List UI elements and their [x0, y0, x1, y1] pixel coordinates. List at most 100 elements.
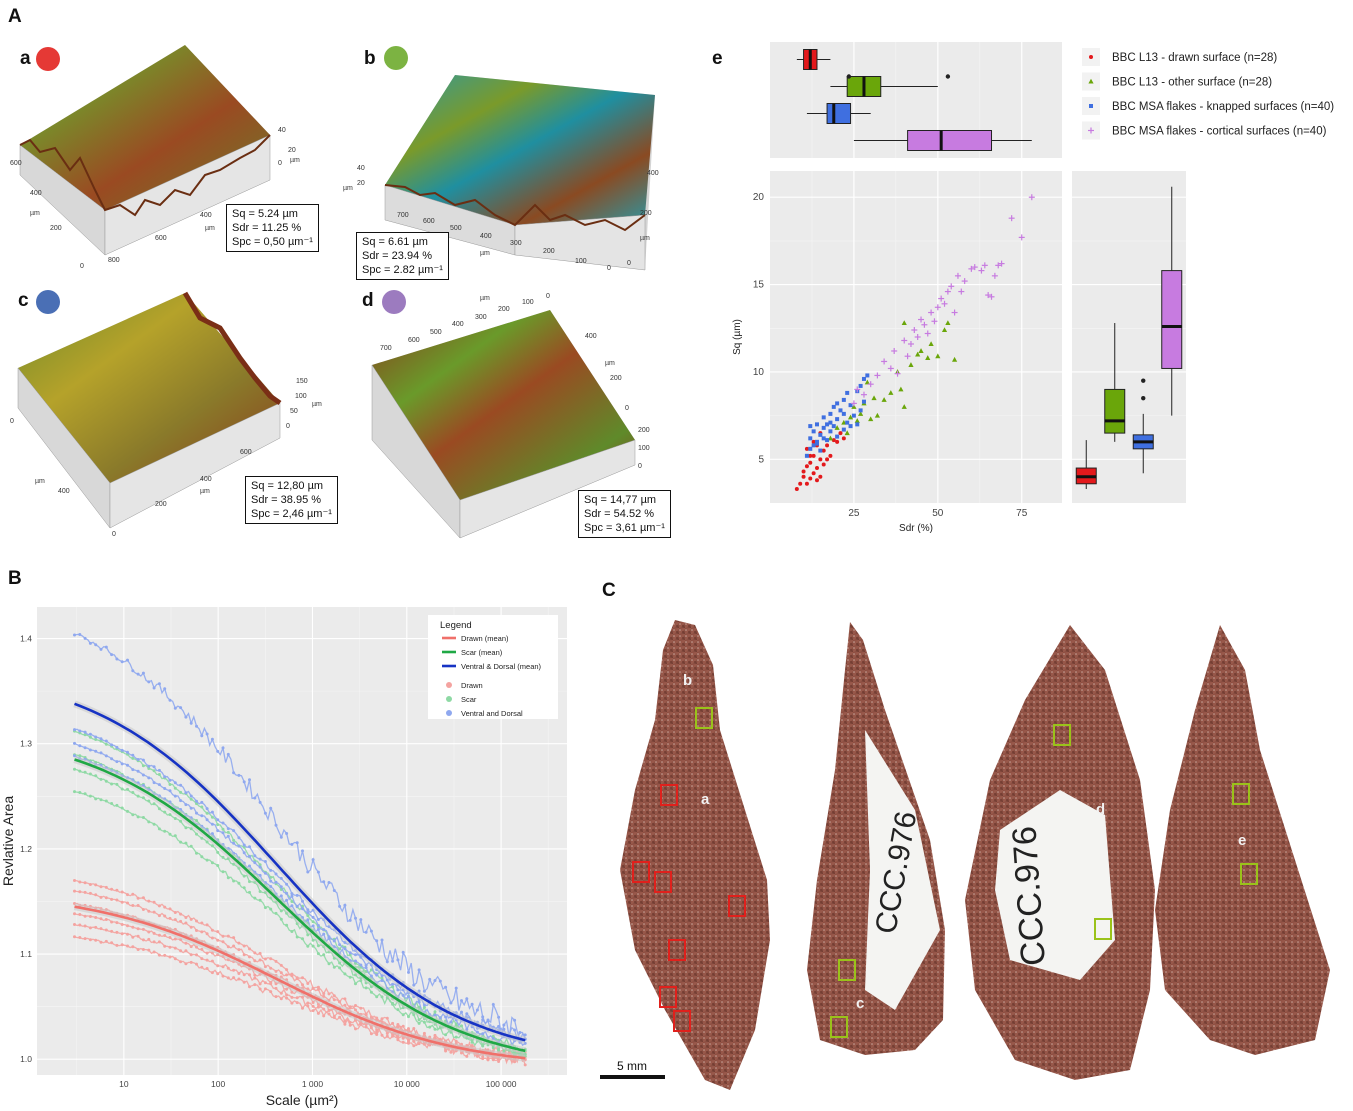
trace-point [248, 854, 251, 858]
trace-point [327, 962, 331, 966]
trace-point [343, 1022, 347, 1026]
trace-point [216, 930, 220, 934]
trace-point [338, 904, 342, 908]
trace-point [189, 721, 193, 725]
trace-point [343, 947, 347, 951]
trace-point [253, 896, 257, 900]
scatter-point [801, 469, 806, 474]
trace-point [115, 760, 119, 764]
trace-point [253, 959, 257, 963]
trace-point [94, 643, 98, 647]
trace-point [237, 977, 241, 981]
trace-point [136, 758, 140, 761]
surface-a-tick: 400 [200, 212, 212, 219]
trace-point [369, 974, 373, 978]
trace-point [332, 998, 336, 1002]
trace-point [152, 765, 156, 769]
trace-point [364, 966, 368, 970]
trace-point [348, 918, 352, 922]
scatter-point [838, 431, 843, 436]
surface-a-tick: 400 [30, 190, 42, 197]
scatter-point [845, 390, 850, 395]
x-tick-label: 25 [848, 508, 860, 519]
sq-boxplot-panel [1072, 171, 1186, 503]
trace-point [205, 818, 209, 822]
trace-point [99, 927, 103, 931]
trace-point [78, 633, 82, 636]
trace-point [279, 917, 283, 921]
mean-line [74, 905, 526, 1060]
surface-b-letter: b [364, 48, 376, 69]
trace-point [290, 1001, 294, 1005]
trace-point [359, 979, 363, 983]
trace-point [301, 849, 304, 853]
trace-point [248, 947, 251, 951]
trace-point [83, 924, 87, 928]
legend-marker [1089, 55, 1093, 59]
trace-point [147, 899, 151, 903]
trace-point [147, 767, 151, 770]
trace-point [216, 818, 220, 822]
trace-point [110, 897, 114, 901]
scatter-point [918, 348, 924, 353]
trace-point [433, 1010, 437, 1014]
trace-point [232, 968, 236, 972]
trace-point [481, 1032, 485, 1036]
trace-point [454, 1035, 458, 1039]
trace-point [465, 1054, 469, 1058]
trace-point [104, 885, 108, 889]
scatter-point [814, 422, 819, 427]
box-outlier [1141, 395, 1146, 401]
trace-point [205, 858, 209, 862]
trace-point [401, 950, 405, 954]
trace-point [380, 976, 384, 980]
trace-point [316, 944, 320, 948]
trace-point [205, 967, 209, 970]
trace-point [343, 972, 347, 976]
y-tick-label: 1.4 [20, 634, 32, 644]
trace-point [375, 1033, 379, 1036]
scatter-point [818, 457, 823, 462]
trace-point [221, 855, 225, 859]
trace-point [449, 1001, 453, 1005]
surface-d-spc: Spc = 3,61 µm⁻¹ [584, 522, 665, 534]
trace-point [248, 778, 251, 782]
trace-point [136, 769, 140, 773]
surface-d-tick: 200 [498, 306, 510, 313]
scatter-point [907, 340, 914, 347]
trace-point [375, 973, 379, 977]
trace-point [375, 939, 379, 943]
surface-b-tick: 200 [640, 210, 652, 217]
surface-d-metrics: Sq = 14,77 µm Sdr = 54.52 % Spc = 3,61 µ… [578, 490, 671, 538]
trace-point [306, 914, 310, 918]
scatter-point [988, 293, 995, 300]
surface-b-sq: Sq = 6.61 µm [362, 236, 428, 248]
scatter-point [985, 292, 992, 299]
trace-point [274, 872, 278, 876]
trace-point [311, 986, 315, 990]
scatter-point [874, 372, 881, 379]
trace-point [200, 800, 204, 804]
trace-point [285, 923, 289, 927]
trace-point [460, 1051, 463, 1055]
trace-point [163, 810, 167, 814]
legend-item-label: Drawn (mean) [461, 634, 509, 643]
trace-point [295, 935, 299, 939]
trace-point [316, 988, 320, 991]
trace-point [417, 1018, 421, 1022]
trace-point [391, 982, 395, 986]
trace-point [179, 919, 183, 923]
scatter-point [971, 264, 978, 271]
trace-point [301, 983, 304, 987]
trace-point [195, 945, 198, 949]
trace-point [513, 1060, 517, 1064]
x-tick-label: 50 [932, 508, 944, 519]
trace-point [184, 921, 188, 925]
surface-b-tick: 0 [627, 260, 631, 267]
trace-point [163, 687, 167, 691]
trace-point [290, 904, 294, 908]
trace-point [348, 975, 352, 979]
trace-point [226, 827, 230, 831]
box [1104, 388, 1126, 434]
trace-point [311, 924, 315, 928]
